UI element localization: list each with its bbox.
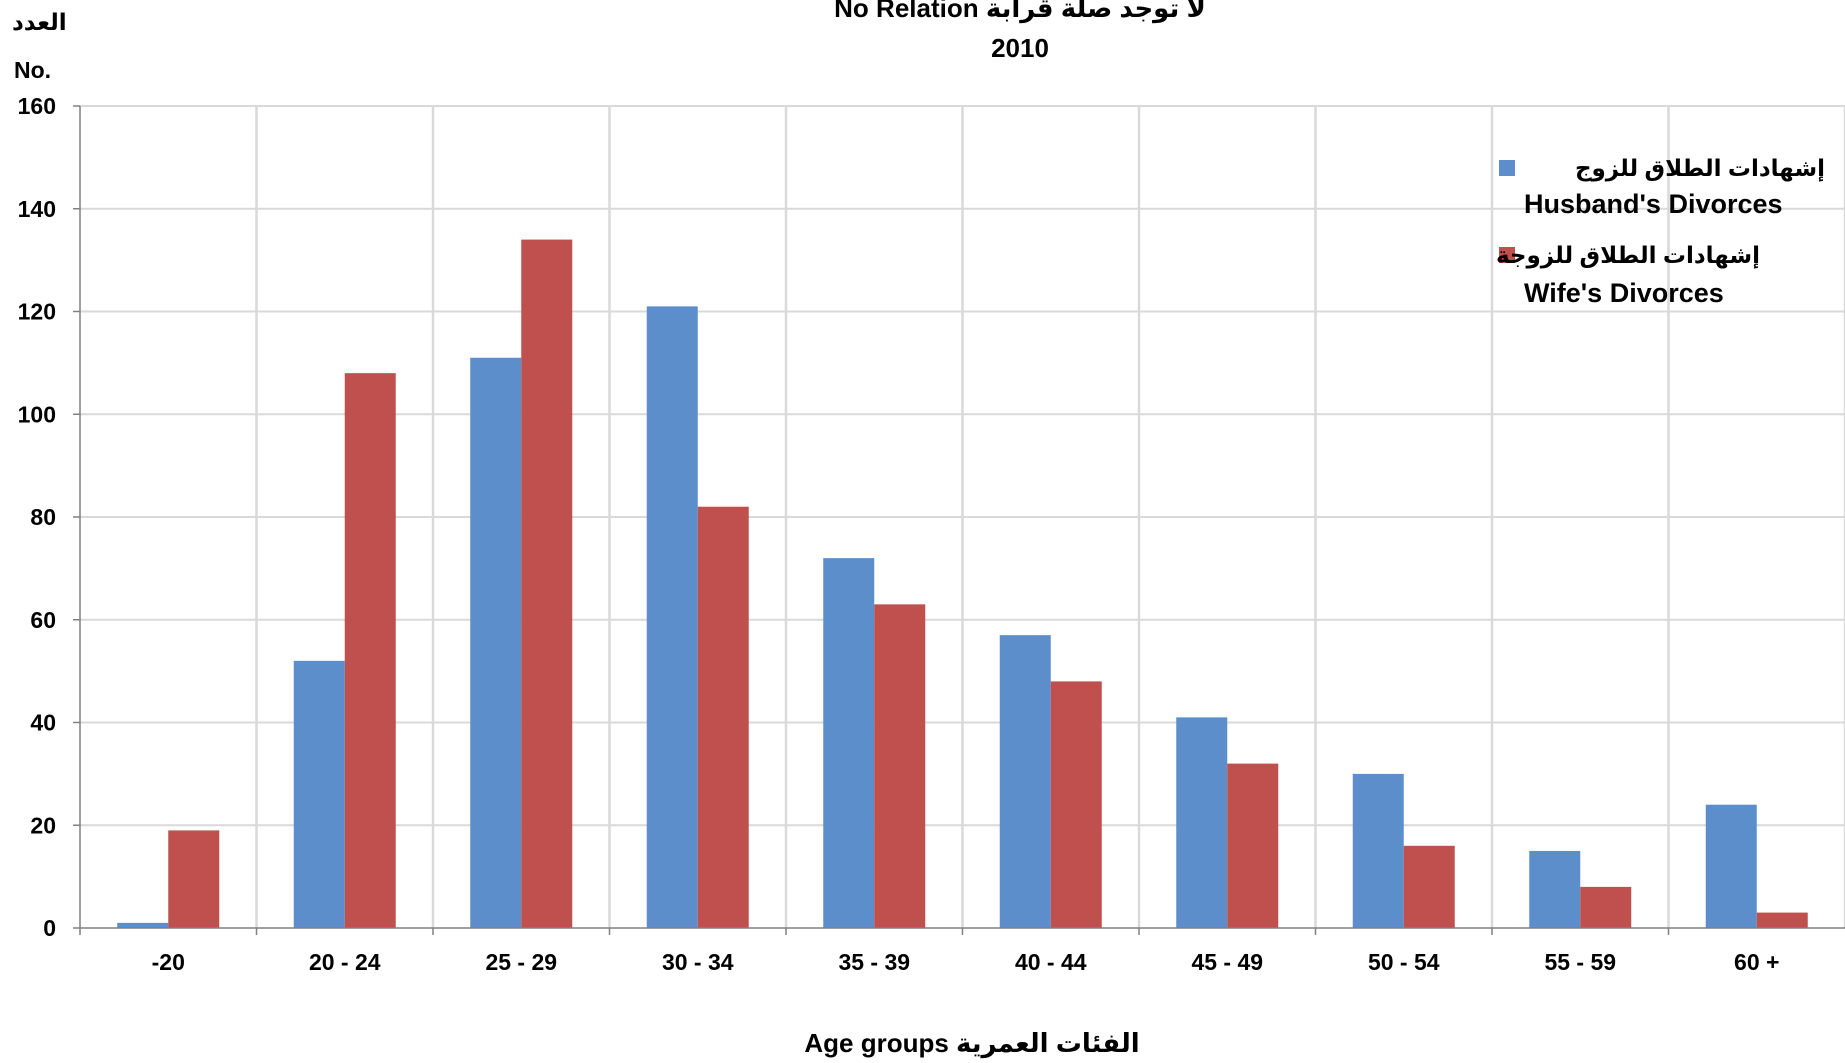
- x-tick-label: 50 - 54: [1368, 949, 1440, 975]
- axes: [73, 105, 1845, 935]
- x-tick-label: -20: [152, 949, 185, 975]
- bar-husband-0: [117, 922, 169, 928]
- bar-wife-3: [697, 506, 749, 928]
- bar-wife-6: [1227, 763, 1279, 928]
- bar-husband-9: [1705, 804, 1757, 928]
- bar-wife-4: [874, 604, 926, 928]
- legend-label-wife-arabic: إشهادات الطلاق للزوجة: [1496, 242, 1760, 269]
- bar-husband-5: [999, 635, 1051, 928]
- bar-husband-4: [823, 558, 875, 928]
- bar-husband-6: [1176, 717, 1228, 928]
- legend: إشهادات الطلاق للزوج Husband's Divorces …: [1496, 155, 1825, 308]
- grid-lines: [80, 105, 1845, 928]
- legend-label-wife: Wife's Divorces: [1524, 278, 1724, 308]
- legend-swatch-wife: [1499, 247, 1515, 263]
- y-tick-label: 140: [18, 196, 56, 222]
- y-tick-label: 100: [18, 401, 56, 427]
- y-tick-labels: 0 20 40 60 80 100 120 140 160: [18, 93, 56, 941]
- y-axis-label-arabic: العدد: [12, 9, 67, 35]
- bar-husband-1: [293, 660, 345, 928]
- legend-label-husband-arabic: إشهادات الطلاق للزوج: [1575, 155, 1825, 182]
- y-tick-label: 160: [18, 93, 56, 119]
- bar-wife-7: [1403, 845, 1455, 928]
- chart-title-line2: 2010: [991, 33, 1049, 63]
- legend-label-husband: Husband's Divorces: [1524, 189, 1783, 219]
- bar-husband-2: [470, 357, 522, 928]
- bar-wife-0: [168, 830, 220, 928]
- y-tick-label: 60: [30, 607, 56, 633]
- x-axis-label: Age groups الفئات العمرية: [804, 1028, 1139, 1059]
- chart-title-line1: No Relation لا توجد صلة قرابة: [834, 0, 1206, 24]
- bar-husband-8: [1529, 850, 1581, 928]
- x-tick-label: 25 - 29: [485, 949, 557, 975]
- x-tick-labels: -20 20 - 24 25 - 29 30 - 34 35 - 39 40 - 44 45…: [152, 949, 1780, 975]
- y-tick-label: 120: [18, 299, 56, 325]
- y-tick-label: 40: [30, 710, 56, 736]
- y-axis-label: No.: [14, 57, 51, 83]
- y-tick-label: 20: [30, 812, 56, 838]
- bar-wife-2: [521, 239, 573, 928]
- y-tick-label: 80: [30, 504, 56, 530]
- bar-wife-8: [1580, 886, 1632, 928]
- x-tick-label: 20 - 24: [309, 949, 381, 975]
- legend-swatch-husband: [1499, 160, 1515, 176]
- x-tick-label: 35 - 39: [838, 949, 910, 975]
- x-tick-label: 45 - 49: [1191, 949, 1263, 975]
- x-tick-label: 60 +: [1734, 949, 1779, 975]
- x-tick-label: 30 - 34: [662, 949, 734, 975]
- bar-wife-9: [1756, 912, 1808, 928]
- bar-group: [117, 239, 1808, 928]
- bar-husband-7: [1352, 773, 1404, 928]
- bar-wife-1: [344, 373, 396, 928]
- y-tick-label: 0: [43, 915, 56, 941]
- x-tick-label: 55 - 59: [1544, 949, 1616, 975]
- bar-husband-3: [646, 306, 698, 928]
- x-tick-label: 40 - 44: [1015, 949, 1087, 975]
- bar-wife-5: [1050, 681, 1102, 928]
